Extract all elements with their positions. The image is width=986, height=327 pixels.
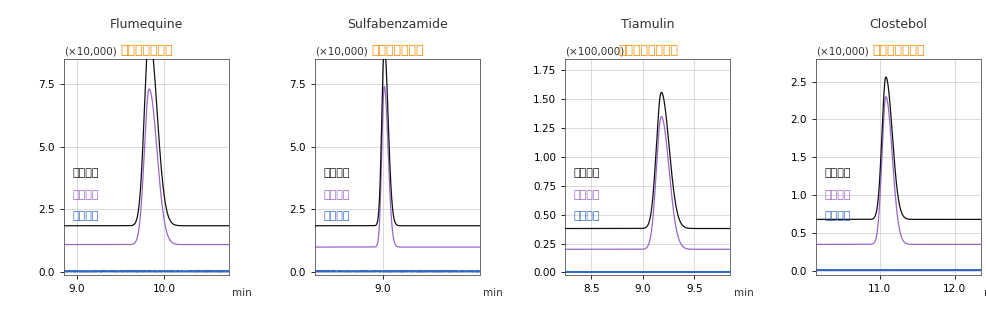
Text: Clostebol: Clostebol: [870, 18, 928, 31]
Text: 未知試料: 未知試料: [824, 212, 851, 221]
Text: 未知試料: 未知試料: [72, 212, 99, 221]
Text: 添加試料: 添加試料: [574, 190, 600, 200]
Text: min: min: [734, 288, 753, 298]
Text: Sulfabenzamide: Sulfabenzamide: [347, 18, 448, 31]
Text: 標準試料: 標準試料: [824, 168, 851, 178]
Text: (×100,000): (×100,000): [565, 47, 625, 57]
Text: （サルファ剤）: （サルファ剤）: [371, 44, 424, 57]
Text: (×10,000): (×10,000): [64, 47, 116, 57]
Text: 標準試料: 標準試料: [323, 168, 349, 178]
Text: min: min: [483, 288, 503, 298]
Text: Tiamulin: Tiamulin: [621, 18, 674, 31]
Text: min: min: [233, 288, 252, 298]
Text: (×10,000): (×10,000): [816, 47, 869, 57]
Text: 標準試料: 標準試料: [574, 168, 600, 178]
Text: Flumequine: Flumequine: [109, 18, 183, 31]
Text: （キノロン剤）: （キノロン剤）: [120, 44, 173, 57]
Text: 添加試料: 添加試料: [824, 190, 851, 200]
Text: 標準試料: 標準試料: [72, 168, 99, 178]
Text: 添加試料: 添加試料: [72, 190, 99, 200]
Text: （ホルモン剤）: （ホルモン剤）: [873, 44, 925, 57]
Text: min: min: [984, 288, 986, 298]
Text: （マクロライド）: （マクロライド）: [618, 44, 678, 57]
Text: 添加試料: 添加試料: [323, 190, 349, 200]
Text: 未知試料: 未知試料: [574, 212, 600, 221]
Text: 未知試料: 未知試料: [323, 212, 349, 221]
Text: (×10,000): (×10,000): [315, 47, 368, 57]
